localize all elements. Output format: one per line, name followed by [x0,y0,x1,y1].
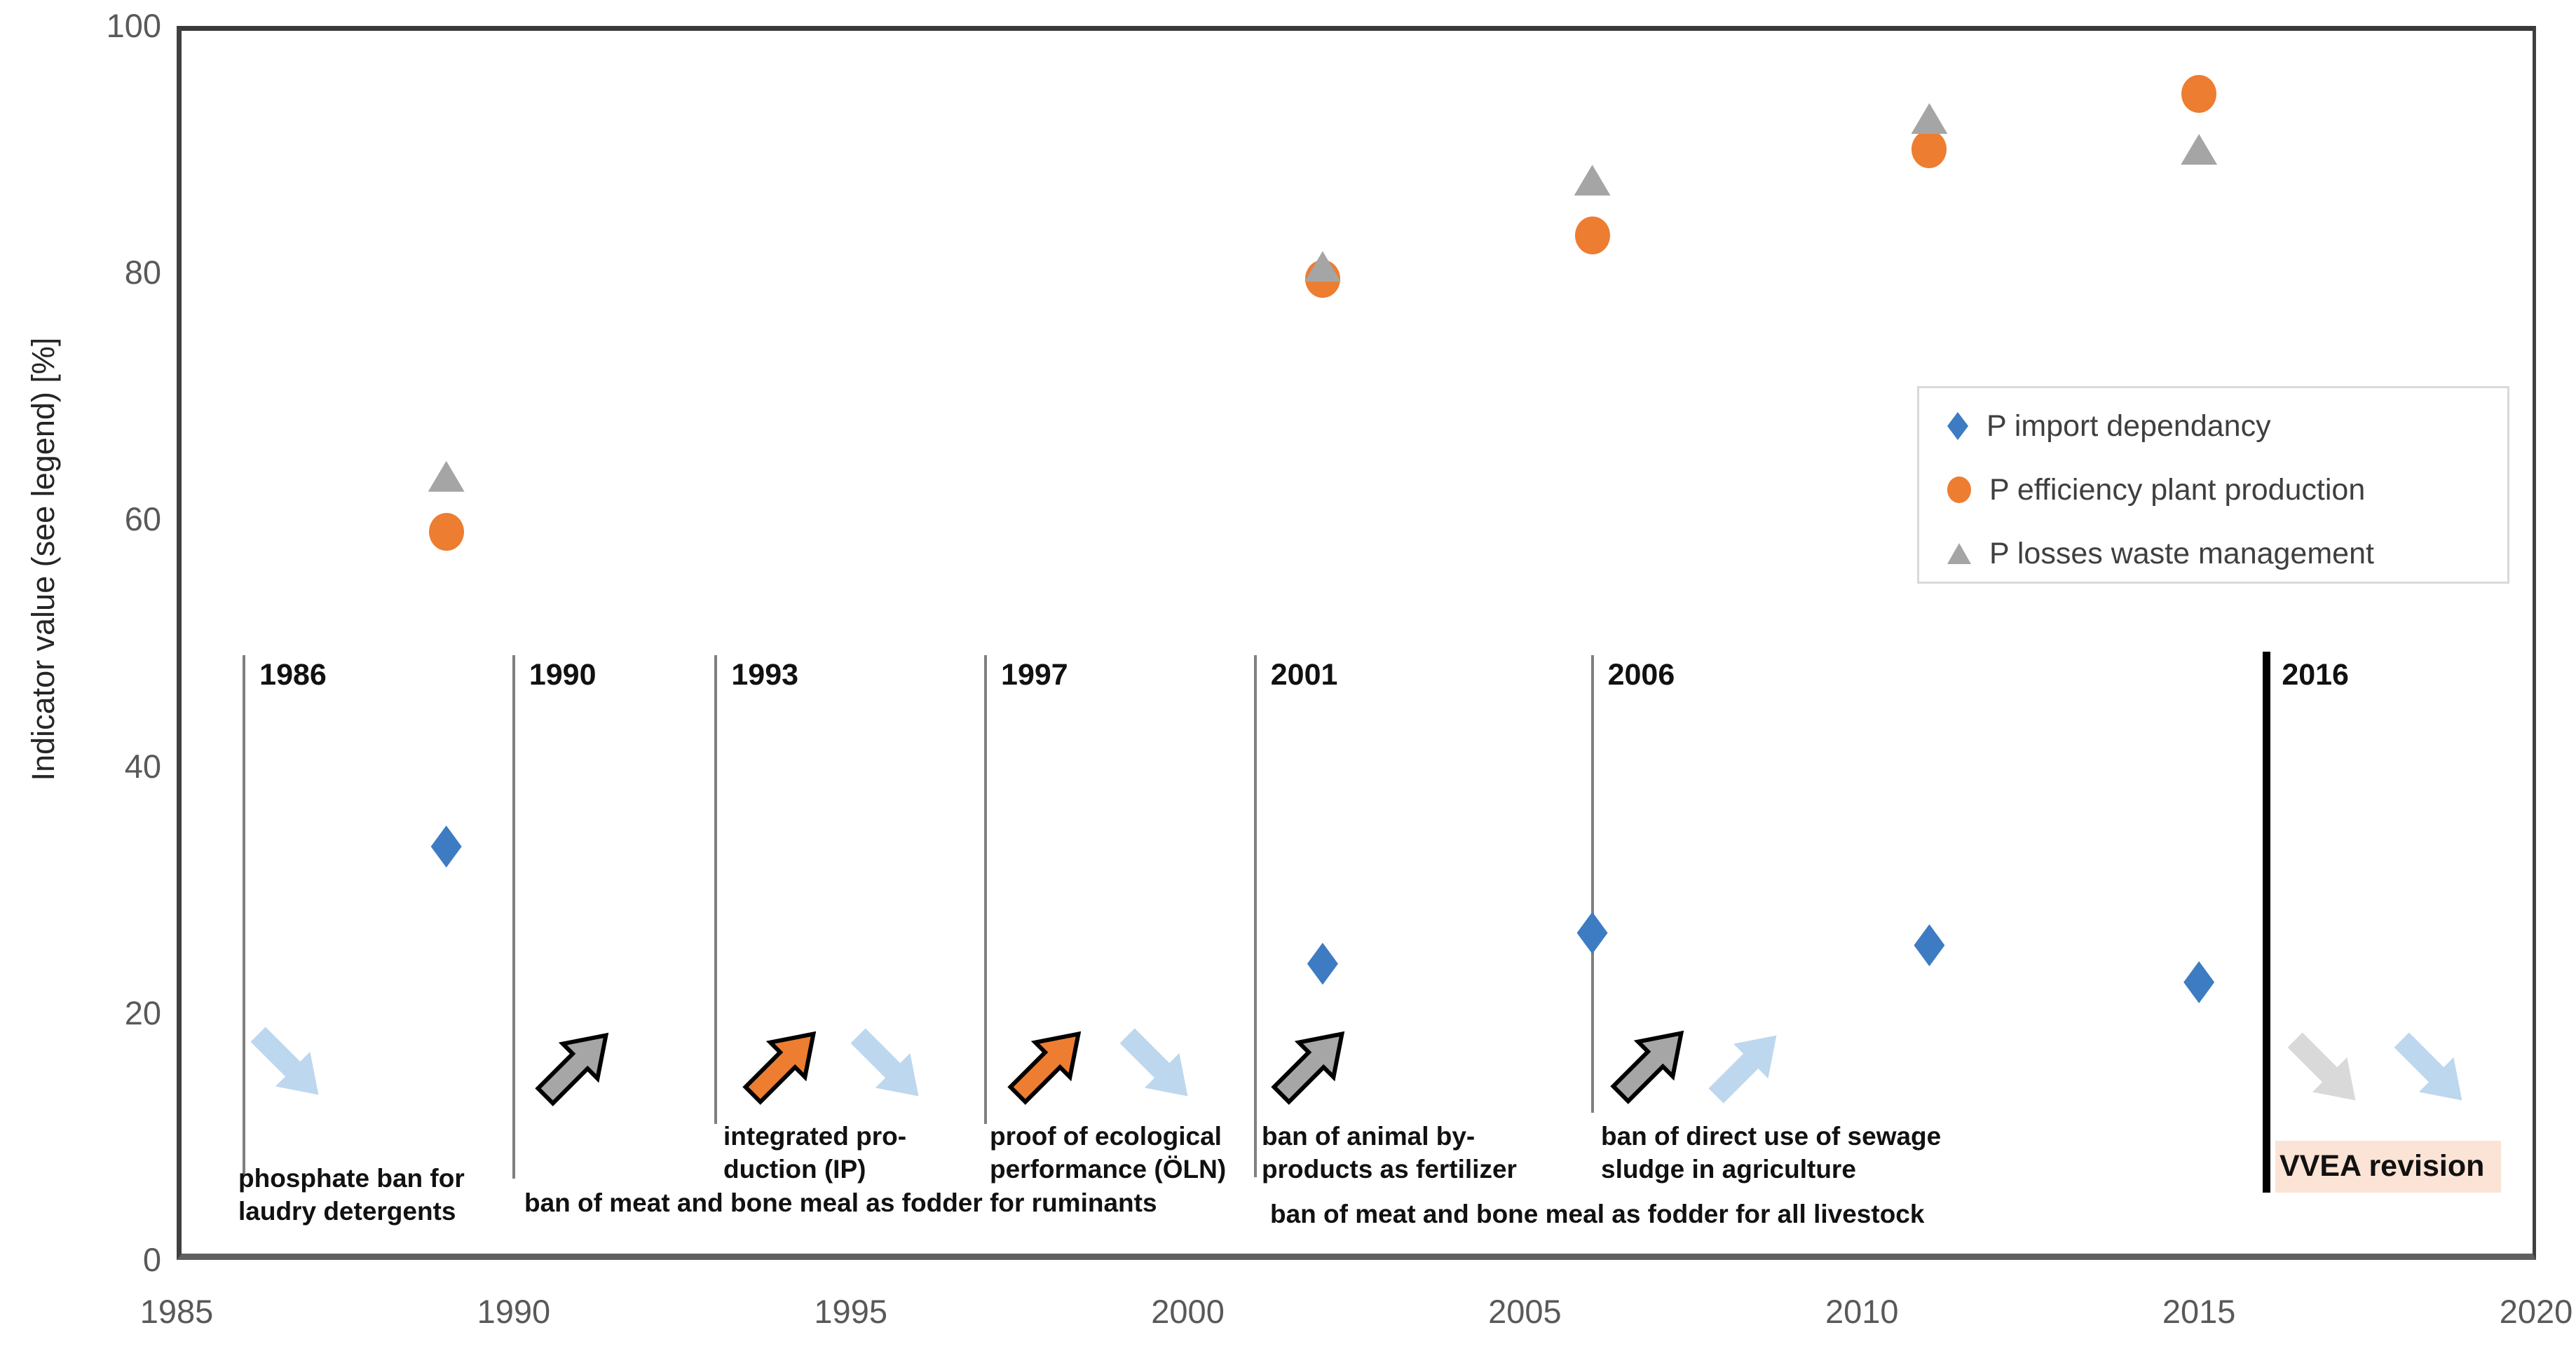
annotation-caption-line: VVEA revision [2279,1149,2485,1183]
trend-arrow-up-icon [730,1010,836,1116]
legend-label: P losses waste management [1989,536,2374,570]
annotation-caption-line: performance (ÖLN) [990,1155,1227,1184]
y-tick-label-80: 80 [124,254,161,292]
annotation-year-label-1997: 1997 [1001,658,1068,692]
y-tick-label-0: 0 [142,1241,161,1278]
annotation-caption-2006: ban of direct use of sewage sludge in agr… [1601,1120,1941,1186]
x-tick-label-1995: 1995 [814,1293,887,1330]
annotation-line-2001 [1253,655,1257,1177]
annotation-line-1997 [984,655,988,1124]
annotation-caption-2016: VVEA revision [2275,1141,2502,1193]
y-tick-label-20: 20 [124,994,161,1031]
x-tick-label-1985: 1985 [139,1293,214,1330]
data-point-circle-2011 [1911,130,1947,169]
legend-label: P import dependancy [1986,409,2271,443]
annotation-caption-line: laudry detergents [238,1197,456,1226]
annotation-caption-2001: ban of animal by-products as fertilizer [1262,1120,1517,1186]
data-point-circle-2006 [1574,217,1610,255]
annotation-year-label-2001: 2001 [1270,658,1338,692]
y-tick-label-60: 60 [124,500,161,538]
trend-arrow-down-icon [236,1012,341,1118]
trend-arrow-up-icon [1694,1012,1799,1118]
annotation-year-label-2016: 2016 [2282,658,2349,692]
footnote-2: ban of meat and bone meal as fodder for … [1270,1200,1925,1228]
annotation-line-1993 [714,655,718,1124]
trend-arrow-down-icon [1105,1013,1211,1119]
trend-arrow-up-icon [995,1010,1101,1116]
trend-arrow-down-icon [836,1013,941,1119]
annotation-caption-line: ban of animal by- [1262,1122,1476,1151]
legend-label: P efficiency plant production [1989,472,2366,507]
annotation-caption-line: sludge in agriculture [1601,1155,1856,1184]
annotation-caption-line: integrated pro- [723,1122,907,1151]
annotation-line-2006 [1590,655,1594,1113]
annotation-year-label-1990: 1990 [529,658,597,692]
annotation-year-label-1986: 1986 [259,658,327,692]
x-tick-label-2010: 2010 [1825,1293,1899,1330]
annotation-year-label-1993: 1993 [731,658,799,692]
y-axis-title: Indicator value (see legend) [%] [25,337,61,781]
annotation-caption-1997: proof of ecological performance (ÖLN) [990,1120,1226,1186]
legend-entry-circle: P efficiency plant production [1947,469,2365,511]
annotation-caption-line: products as fertilizer [1262,1155,1517,1184]
y-tick-label-100: 100 [106,7,161,44]
annotation-year-label-2006: 2006 [1607,658,1675,692]
y-tick-label-40: 40 [124,747,161,785]
legend-marker-triangle-icon [1947,543,1971,564]
x-tick-label-2020: 2020 [2499,1293,2573,1330]
legend-marker-circle-icon [1947,476,1971,503]
trend-arrow-down-icon [2379,1017,2485,1123]
annotation-line-1986 [243,655,246,1176]
x-tick-label-2005: 2005 [1488,1293,1562,1330]
annotation-caption-line: ban of direct use of sewage [1601,1122,1942,1151]
trend-arrow-up-icon [523,1012,629,1118]
data-point-circle-1989 [428,513,464,551]
trend-arrow-up-icon [1259,1010,1365,1116]
annotation-line-1990 [512,655,515,1179]
annotation-caption-1986: phosphate ban for laudry detergents [238,1162,465,1228]
legend-entry-triangle: P losses waste management [1947,533,2374,575]
trend-arrow-up-icon [1598,1010,1704,1116]
annotation-line-2016 [2263,652,2271,1193]
x-tick-label-2000: 2000 [1151,1293,1225,1330]
annotation-caption-line: proof of ecological [990,1122,1222,1151]
legend: P import dependancy P efficiency plant pr… [1917,386,2509,584]
trend-arrow-down-icon [2272,1017,2378,1123]
x-tick-label-1990: 1990 [477,1293,551,1330]
x-tick-label-2015: 2015 [2162,1293,2236,1330]
annotation-caption-1993: integrated pro-duction (IP) [723,1120,906,1186]
footnote-1: ban of meat and bone meal as fodder for … [524,1188,1157,1217]
annotation-caption-line: duction (IP) [723,1155,866,1184]
legend-marker-diamond-icon [1947,412,1968,440]
legend-entry-diamond: P import dependancy [1947,405,2271,447]
data-point-circle-2015 [2181,74,2217,113]
annotation-caption-line: phosphate ban for [238,1164,465,1193]
